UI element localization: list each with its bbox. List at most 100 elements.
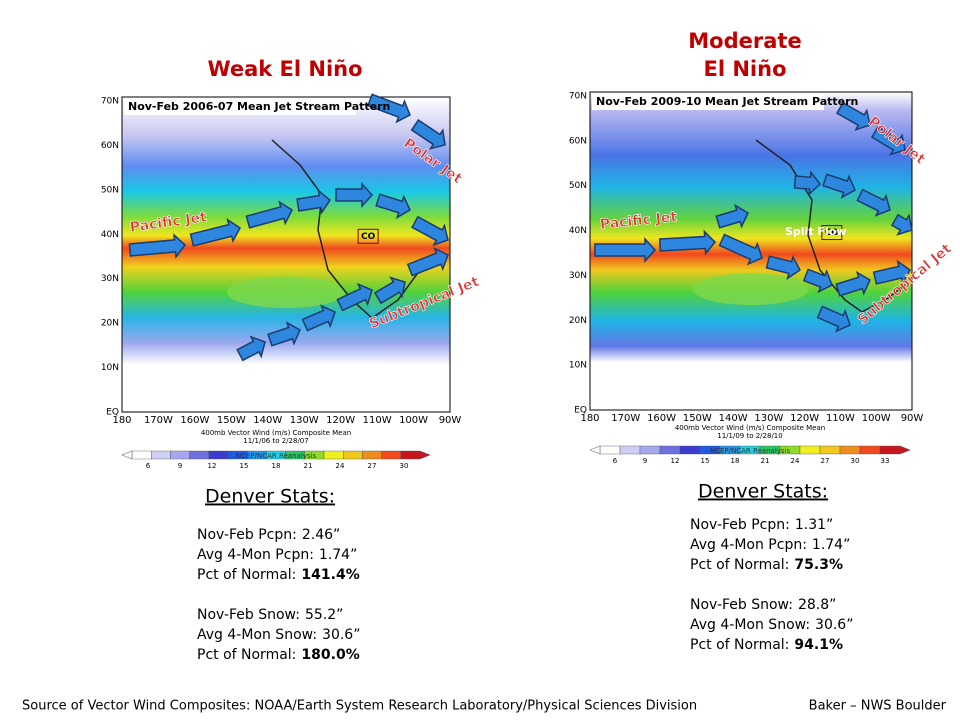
jet-arrow — [715, 203, 749, 229]
jet-arrow — [856, 188, 891, 217]
stat-label: Pct of Normal: — [197, 567, 296, 583]
stat-value: 141.4% — [301, 567, 359, 583]
lat-label: 60N — [569, 136, 587, 146]
jet-arrow — [410, 118, 446, 150]
stat-line: Nov-Feb Snow: 55.2” — [197, 607, 343, 623]
jet-arrow — [366, 93, 411, 124]
jet-arrow — [301, 304, 336, 332]
lon-label: 110W — [826, 413, 855, 424]
lon-label: 100W — [399, 415, 428, 426]
lat-label: 20N — [569, 316, 587, 326]
lon-label: 90W — [439, 415, 462, 426]
stat-label: Nov-Feb Snow: — [690, 597, 793, 613]
colorbar-end — [419, 450, 431, 460]
colorbar-swatch — [859, 445, 881, 455]
stat-label: Avg 4-Mon Snow: — [197, 627, 317, 643]
lat-label: 10N — [569, 361, 587, 371]
colorbar-tick-label: 21 — [761, 457, 770, 465]
colorbar-swatch — [323, 450, 344, 460]
coastline — [271, 139, 421, 319]
colorbar-dates: 11/1/06 to 2/28/07 — [243, 437, 308, 445]
lon-label: 160W — [647, 413, 676, 424]
stat-value: 30.6” — [815, 617, 853, 633]
stat-line: Avg 4-Mon Snow: 30.6” — [197, 627, 360, 643]
stat-label: Nov-Feb Pcpn: — [197, 527, 297, 543]
stat-line: Pct of Normal: 75.3% — [690, 557, 843, 573]
lon-label: 150W — [217, 415, 246, 426]
map-title: Nov-Feb 2009-10 Mean Jet Stream Pattern — [596, 95, 858, 108]
stat-line: Avg 4-Mon Pcpn: 1.74” — [690, 537, 850, 553]
colorbar-tick-label: 18 — [731, 457, 740, 465]
colorbar-end — [589, 445, 601, 455]
colorbar-swatch — [150, 450, 171, 460]
lat-label: 60N — [101, 141, 119, 151]
colorbar-swatch — [839, 445, 861, 455]
lon-label: 110W — [363, 415, 392, 426]
stat-value: 1.74” — [812, 537, 850, 553]
colorbar-end — [121, 450, 133, 460]
stat-value: 28.8” — [798, 597, 836, 613]
lat-label: 40N — [101, 230, 119, 240]
stat-label: Nov-Feb Snow: — [197, 607, 300, 623]
stat-line: Nov-Feb Pcpn: 1.31” — [690, 517, 833, 533]
jet-arrow — [658, 229, 717, 256]
wind-minimum — [226, 276, 346, 309]
colorado-box — [357, 228, 379, 244]
jet-arrow — [189, 218, 241, 247]
lat-label: EQ — [106, 408, 119, 418]
jet-arrow — [870, 125, 906, 156]
lat-label: 10N — [101, 363, 119, 373]
map-title-box — [592, 94, 824, 110]
jet-arrow — [375, 193, 411, 220]
colorbar-tick-label: 30 — [400, 462, 409, 470]
colorbar-swatch — [639, 445, 661, 455]
colorbar-swatch — [189, 450, 210, 460]
lon-label: 120W — [790, 413, 819, 424]
stat-line: Avg 4-Mon Pcpn: 1.74” — [197, 547, 357, 563]
stat-value: 1.31” — [795, 517, 833, 533]
lat-label: 50N — [569, 181, 587, 191]
stat-value: 2.46” — [302, 527, 340, 543]
stat-label: Nov-Feb Pcpn: — [690, 517, 790, 533]
jet-arrow — [594, 237, 657, 263]
jet-label: Split Flow — [785, 225, 846, 238]
jet-arrow — [816, 305, 851, 333]
jet-arrow — [296, 188, 332, 215]
lat-label: 30N — [101, 274, 119, 284]
colorbar-title: 400mb Vector Wind (m/s) Composite Mean — [675, 424, 825, 432]
stats-title: Denver Stats: — [698, 481, 828, 503]
colorbar-tick-label: 6 — [613, 457, 618, 465]
stat-value: 180.0% — [301, 647, 359, 663]
stat-label: Avg 4-Mon Pcpn: — [690, 537, 807, 553]
jet-arrow — [765, 254, 801, 280]
map-title: Nov-Feb 2006-07 Mean Jet Stream Pattern — [128, 100, 390, 113]
lat-label: 50N — [101, 185, 119, 195]
colorbar-swatch — [381, 450, 402, 460]
jet-arrow — [793, 170, 822, 197]
colorbar-swatch — [879, 445, 901, 455]
stat-line: Pct of Normal: 94.1% — [690, 637, 843, 653]
lon-label: 150W — [683, 413, 712, 424]
footer-source: Source of Vector Wind Composites: NOAA/E… — [22, 699, 697, 714]
lon-label: 120W — [326, 415, 355, 426]
stat-line: Pct of Normal: 141.4% — [197, 567, 360, 583]
jet-arrow — [128, 233, 187, 259]
panel-heading: Weak El Niño — [207, 57, 362, 81]
stat-value: 30.6” — [322, 627, 360, 643]
jet-arrow — [406, 246, 449, 277]
colorbar-tick-label: 9 — [178, 462, 182, 470]
jet-arrow — [822, 173, 856, 199]
stat-label: Pct of Normal: — [690, 637, 789, 653]
jet-arrow — [718, 233, 763, 266]
wind-minimum — [693, 273, 809, 306]
lat-label: 70N — [569, 92, 587, 102]
jet-arrow — [890, 213, 913, 236]
jet-arrow — [245, 200, 293, 229]
lon-label: 180 — [112, 415, 131, 426]
jet-arrow — [836, 101, 871, 131]
colorbar-tick-label: 24 — [336, 462, 345, 470]
map-background — [121, 96, 451, 413]
